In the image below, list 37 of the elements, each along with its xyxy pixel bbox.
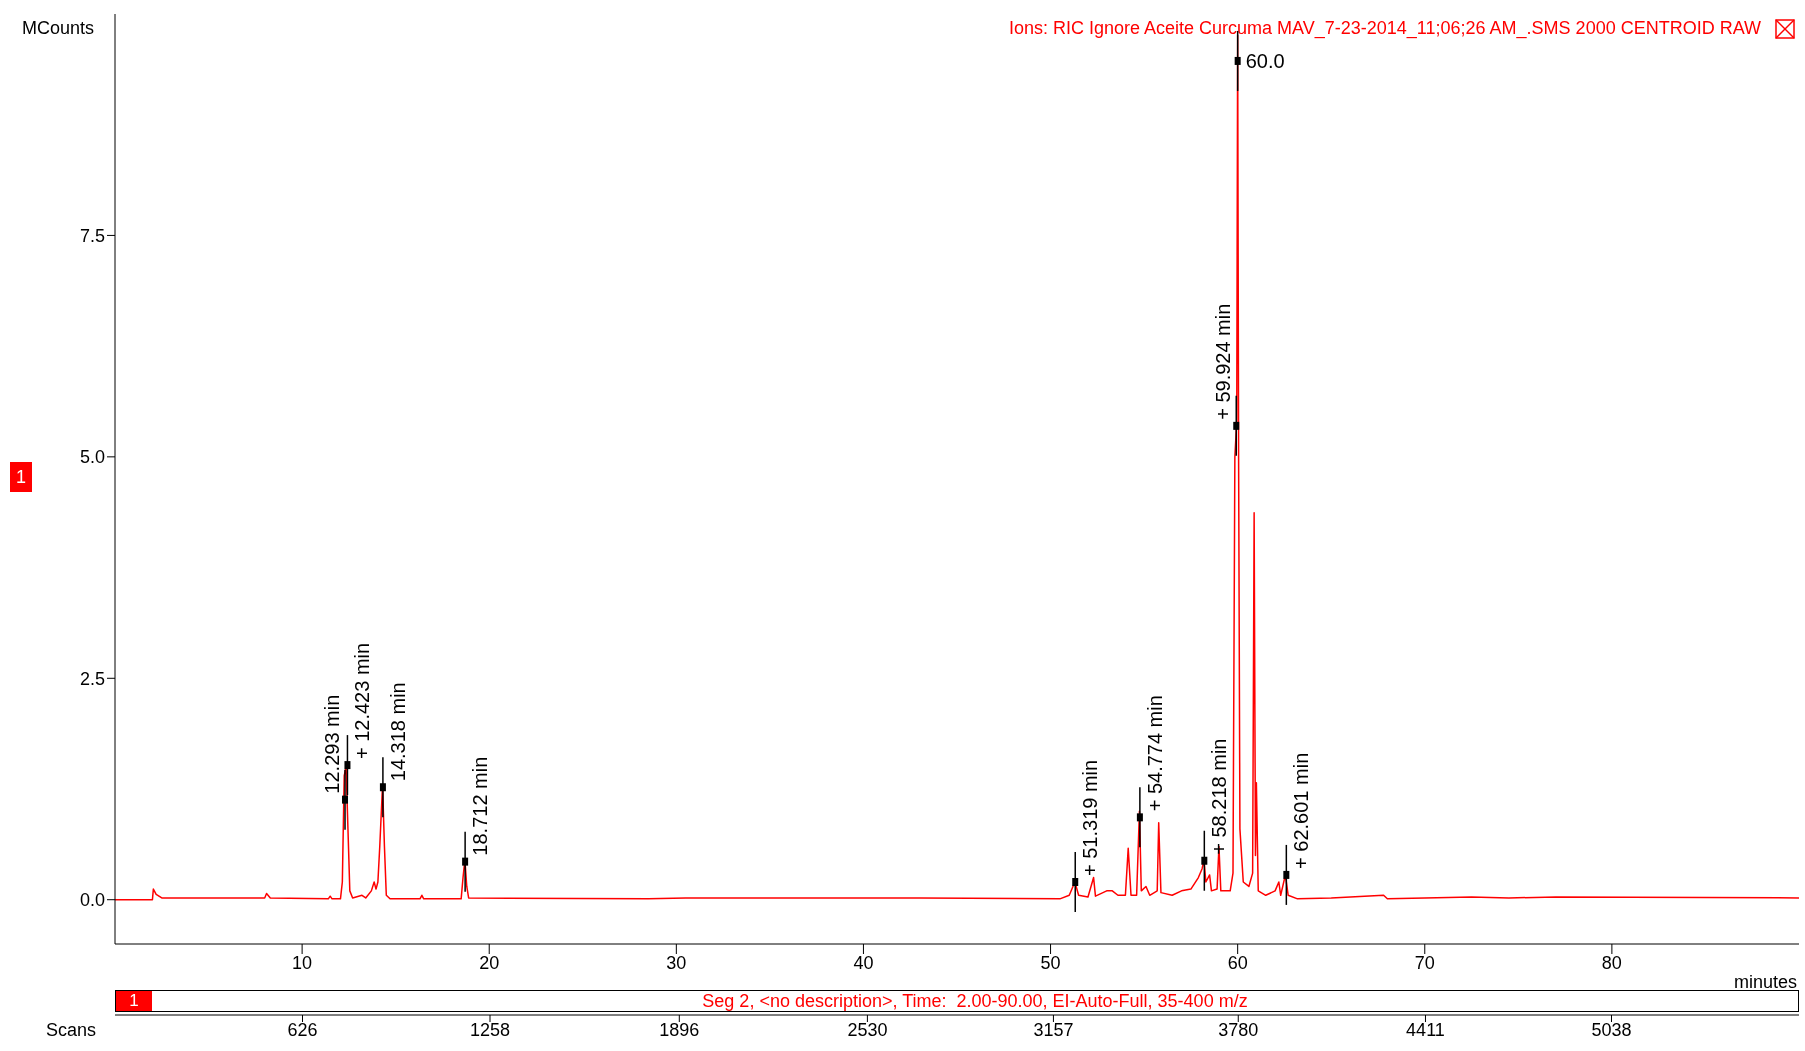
y-axis-title: MCounts (22, 18, 95, 39)
x2-tick-label: 3780 (1218, 1020, 1259, 1040)
y-tick-label: 5.0 (79, 447, 105, 468)
y-tick-label: 0.0 (79, 890, 105, 911)
annotation: + 58.218 min (1208, 738, 1231, 855)
x-tick-label: 10 (292, 952, 313, 973)
x-axis-title: minutes (1733, 972, 1797, 993)
annotation: + 51.319 min (1079, 759, 1102, 876)
chart-title: Ions: RIC Ignore Aceite Curcuma MAV_7-23-2014_11;06;26 AM_.SMS 2000 CENTROID RAW (1008, 18, 1761, 39)
annotation: 12.293 min (321, 694, 344, 794)
text: Seg 2, <no description>, Time: 2.00-90.00, EI-Auto-Full, 35-400 m/z (701, 991, 1249, 1011)
annotation: + 54.774 min (1143, 695, 1166, 812)
x2-tick-label: 2530 (847, 1020, 888, 1040)
annotation: 18.712 min (469, 756, 492, 856)
annotation: + 59.924 min (1212, 303, 1235, 420)
x-tick-label: 70 (1414, 952, 1435, 973)
x-tick-label: 30 (666, 952, 687, 973)
x-tick-label: 60 (1227, 952, 1248, 973)
x-tick-label: 80 (1601, 952, 1622, 973)
x2-tick-label: 4411 (1406, 1020, 1445, 1040)
x2-tick-label: 5038 (1591, 1020, 1632, 1040)
x2-tick-label: 1896 (659, 1020, 700, 1040)
text: 1 (10, 462, 32, 492)
annotation: 60.0 (1245, 49, 1285, 72)
x2-tick-label: 1258 (469, 1020, 511, 1040)
text: 1 (116, 991, 152, 1011)
y-tick-label: 7.5 (79, 225, 105, 246)
x2-axis-title: Scans (46, 1020, 97, 1041)
x-tick-label: 50 (1040, 952, 1061, 973)
x2-tick-label: 626 (287, 1020, 318, 1040)
x-tick-label: 40 (853, 952, 874, 973)
y-tick-label: 2.5 (79, 668, 105, 689)
x2-tick-label: 3157 (1033, 1020, 1074, 1040)
annotation: 14.318 min (386, 682, 409, 782)
annotation: + 62.601 min (1290, 752, 1313, 869)
x-tick-label: 20 (479, 952, 500, 973)
annotation: + 12.423 min (351, 642, 374, 760)
